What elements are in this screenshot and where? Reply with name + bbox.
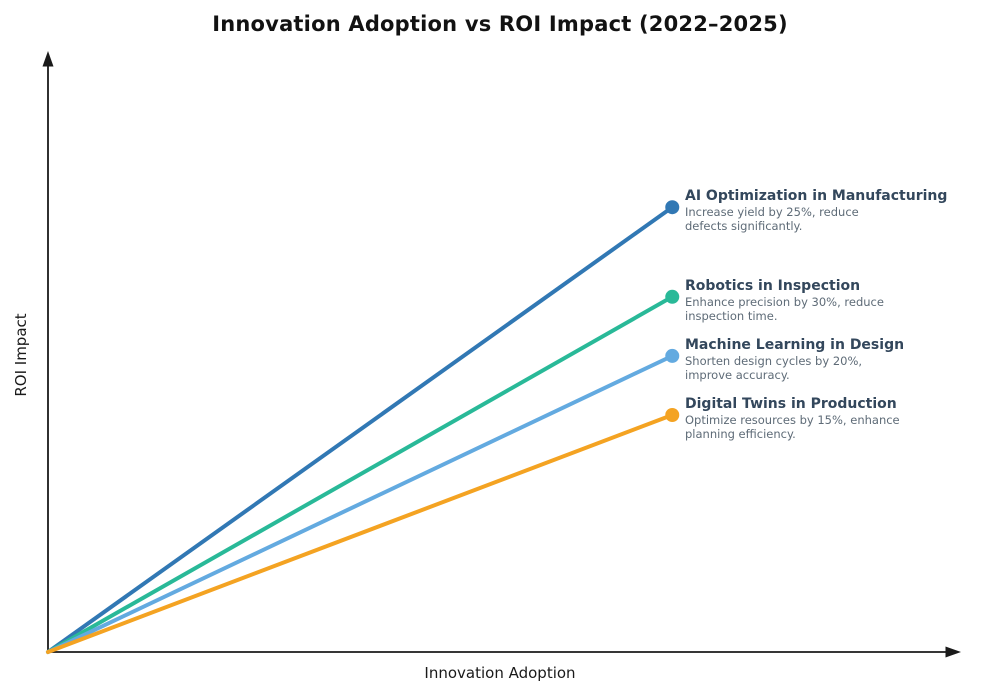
series-name: Robotics in Inspection	[685, 278, 861, 294]
series-line	[46, 294, 675, 654]
series-desc-line: planning efficiency.	[685, 427, 796, 441]
series-desc-line: defects significantly.	[685, 219, 803, 233]
y-axis-arrowhead-icon	[42, 51, 54, 67]
series-annotation: Digital Twins in Production Optimize res…	[685, 395, 985, 441]
series-annotation: Machine Learning in Design Shorten desig…	[685, 336, 985, 382]
series-desc-line: Enhance precision by 30%, reduce	[685, 295, 884, 309]
chart-title: Innovation Adoption vs ROI Impact (2022–…	[212, 12, 788, 36]
x-axis-label: Innovation Adoption	[424, 664, 576, 682]
series-lines	[46, 200, 680, 654]
series-endpoint-dot	[665, 407, 680, 422]
series-annotation: Robotics in Inspection Enhance precision…	[685, 277, 985, 323]
series-desc-line: inspection time.	[685, 309, 778, 323]
series-endpoint-dot	[665, 289, 680, 304]
series-desc-line: Shorten design cycles by 20%,	[685, 354, 863, 368]
series-name: AI Optimization in Manufacturing	[685, 188, 948, 204]
series-endpoint-dot	[665, 348, 680, 363]
series-desc-line: improve accuracy.	[685, 368, 790, 382]
series-line	[46, 205, 675, 654]
series-annotation: AI Optimization in Manufacturing Increas…	[685, 187, 985, 233]
series-line	[46, 412, 675, 654]
y-axis-label: ROI Impact	[12, 313, 30, 397]
series-name: Digital Twins in Production	[685, 396, 897, 412]
series-desc-line: Optimize resources by 15%, enhance	[685, 413, 900, 427]
series-endpoint-dot	[665, 200, 680, 215]
series-name: Machine Learning in Design	[685, 337, 905, 353]
series-line	[46, 353, 675, 654]
x-axis-arrowhead-icon	[945, 646, 961, 658]
series-desc-line: Increase yield by 25%, reduce	[685, 205, 859, 219]
